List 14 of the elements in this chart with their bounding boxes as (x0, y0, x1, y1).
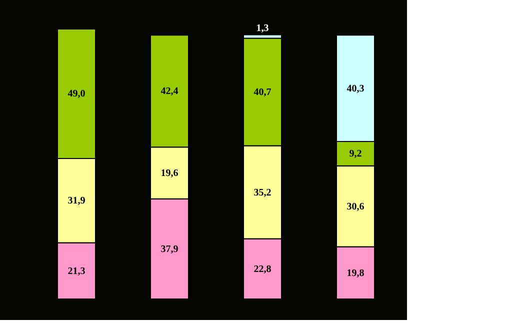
data-label: 22,8 (254, 264, 272, 275)
data-label: 21,3 (68, 266, 86, 277)
data-label: 37,9 (160, 244, 178, 255)
data-label: 9,2 (349, 148, 362, 160)
data-label: 35,2 (254, 187, 272, 198)
data-label: 42,4 (160, 86, 178, 98)
data-label: 31,9 (68, 196, 86, 207)
data-label: 19,8 (346, 268, 364, 279)
data-label: 30,6 (346, 201, 364, 212)
data-label: 49,0 (68, 88, 86, 100)
data-label: 40,7 (254, 87, 272, 98)
data-label: 40,3 (346, 83, 364, 94)
data-label: 1,3 (256, 22, 269, 34)
data-label: 19,6 (160, 168, 178, 179)
